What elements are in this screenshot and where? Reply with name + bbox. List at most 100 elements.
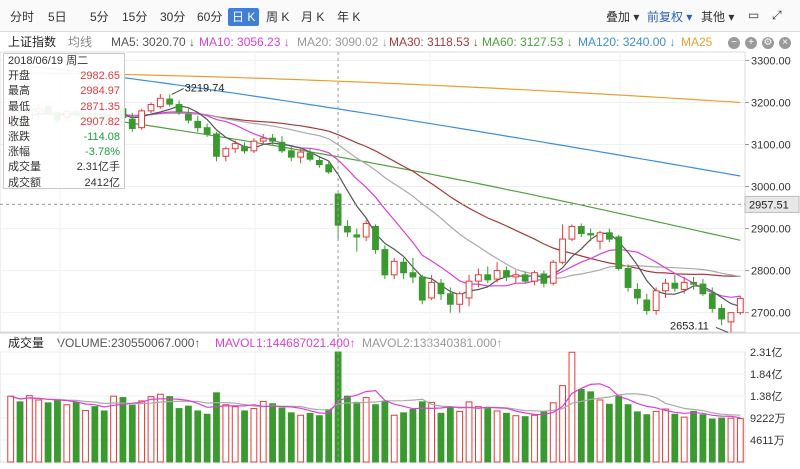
candle-body[interactable] <box>259 137 267 142</box>
candle-body[interactable] <box>269 137 277 142</box>
candle-body[interactable] <box>465 280 473 299</box>
price-tick-label: 2800.00 <box>751 266 791 278</box>
candle-body[interactable] <box>568 225 576 240</box>
plus-icon[interactable]: + <box>745 37 757 49</box>
candle-body[interactable] <box>418 276 426 301</box>
candle-body[interactable] <box>559 238 566 263</box>
candle-body[interactable] <box>344 225 351 233</box>
candle-body[interactable] <box>512 274 520 278</box>
candle-body[interactable] <box>400 261 407 274</box>
tab-daily-k[interactable]: 日 K <box>228 8 260 26</box>
tab-60min[interactable]: 60分 <box>197 10 223 24</box>
candle-body[interactable] <box>353 234 361 238</box>
candle-body[interactable] <box>231 143 239 150</box>
candle-body[interactable] <box>409 272 417 278</box>
candle-body[interactable] <box>147 104 155 112</box>
candle-body[interactable] <box>222 148 230 157</box>
legend-ma20: MA20: 3090.02 ↓ <box>297 35 388 49</box>
info-label: 开盘 <box>8 70 30 83</box>
candle-body[interactable] <box>643 299 651 312</box>
candle-body[interactable] <box>484 274 492 281</box>
more-dropdown[interactable]: 其他 ▾ <box>701 10 735 24</box>
candle-body[interactable] <box>690 281 697 285</box>
candle-body[interactable] <box>390 260 398 276</box>
candle-body[interactable] <box>194 120 202 129</box>
overlay-dropdown[interactable]: 叠加 ▾ <box>606 10 640 24</box>
volume-bar <box>82 409 89 463</box>
candle-body[interactable] <box>381 249 389 276</box>
tab-30min[interactable]: 30分 <box>160 10 186 24</box>
candle-body[interactable] <box>624 268 632 288</box>
candle-body[interactable] <box>175 104 183 113</box>
legend-ma120: MA120: 3240.00 ↓ <box>578 35 676 49</box>
candle-body[interactable] <box>474 274 482 282</box>
candle-body[interactable] <box>708 293 716 309</box>
candle-body[interactable] <box>128 118 136 130</box>
candle-body[interactable] <box>652 290 660 312</box>
close-icon[interactable]: × <box>779 37 791 49</box>
candle-body[interactable] <box>437 282 445 295</box>
volume-bar <box>278 407 286 463</box>
tab-5min[interactable]: 5分 <box>90 10 109 24</box>
price-tick-label: 3200.00 <box>751 97 791 109</box>
volume-bar <box>708 418 716 463</box>
candle-body[interactable] <box>297 151 305 158</box>
candle-body[interactable] <box>362 223 370 238</box>
candle-body[interactable] <box>372 225 379 251</box>
candle-body[interactable] <box>699 283 707 295</box>
candle-body[interactable] <box>540 273 548 284</box>
volume-bar <box>147 396 155 463</box>
candle-body[interactable] <box>671 282 679 289</box>
candle-body[interactable] <box>662 282 669 292</box>
candle-body[interactable] <box>213 133 220 157</box>
candle-body[interactable] <box>521 274 529 282</box>
gear-icon[interactable]: ⚙ <box>762 37 774 49</box>
volume-bar <box>587 391 595 463</box>
candle-body[interactable] <box>241 146 248 152</box>
tab-5day[interactable]: 5日 <box>48 10 67 24</box>
candle-body[interactable] <box>325 164 333 173</box>
candle-body[interactable] <box>680 281 688 291</box>
candle-body[interactable] <box>203 127 211 135</box>
candle-body[interactable] <box>456 293 464 305</box>
fullscreen-icon[interactable]: ⤢ <box>772 8 782 22</box>
candle-body[interactable] <box>549 261 557 284</box>
candle-body[interactable] <box>287 150 295 158</box>
candle-body[interactable] <box>278 141 286 152</box>
minus-icon[interactable]: − <box>728 37 740 49</box>
candle-body[interactable] <box>428 281 436 299</box>
candle-body[interactable] <box>446 293 454 305</box>
candle-body[interactable] <box>315 159 323 166</box>
tab-yearly-k[interactable]: 年 K <box>337 10 361 24</box>
candle-body[interactable] <box>634 289 641 299</box>
tab-monthly-k[interactable]: 月 K <box>301 10 325 24</box>
candle-body[interactable] <box>615 236 623 270</box>
candle-body[interactable] <box>718 307 726 320</box>
candle-body[interactable] <box>531 272 538 282</box>
candle-body[interactable] <box>727 312 735 323</box>
candle-body[interactable] <box>493 270 501 280</box>
candle-body[interactable] <box>138 110 146 129</box>
adjust-dropdown[interactable]: 前复权 ▾ <box>647 10 693 24</box>
tab-fenshi[interactable]: 分时 <box>10 10 35 24</box>
candle-body[interactable] <box>503 270 510 278</box>
high-arrow <box>171 88 184 95</box>
low-arrow <box>715 326 729 333</box>
candle-body[interactable] <box>736 297 744 314</box>
tab-15min[interactable]: 15分 <box>122 10 148 24</box>
candle-body[interactable] <box>596 232 604 242</box>
candle-body[interactable] <box>577 225 585 235</box>
candle-body[interactable] <box>250 140 258 152</box>
volume-bar <box>119 397 127 463</box>
candle-body[interactable] <box>605 232 613 240</box>
ma-type-selector[interactable]: 均线 <box>68 35 93 49</box>
candle-body[interactable] <box>156 97 164 108</box>
candle-body[interactable] <box>166 98 174 105</box>
price-tick-label: 3300.00 <box>751 55 791 67</box>
volume-bar <box>690 410 697 463</box>
candle-body[interactable] <box>306 152 314 160</box>
candle-body[interactable] <box>587 233 595 236</box>
candle-body[interactable] <box>185 113 192 121</box>
tab-weekly-k[interactable]: 周 K <box>266 10 290 24</box>
restore-window-icon[interactable]: ▭ <box>748 8 760 22</box>
